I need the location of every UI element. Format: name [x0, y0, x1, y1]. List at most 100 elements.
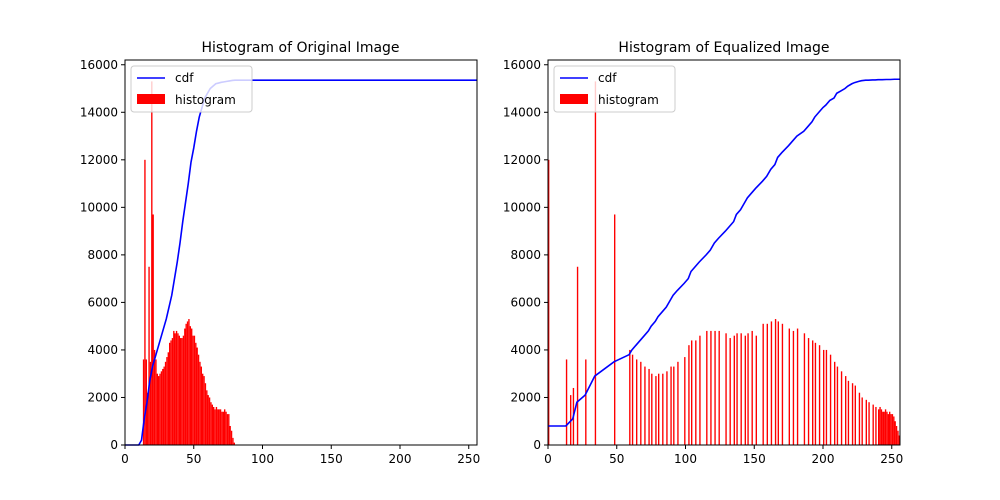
y-tick-label: 6000: [510, 295, 541, 309]
histogram-bar: [631, 354, 634, 445]
histogram-bar: [781, 323, 784, 445]
histogram-bar: [151, 81, 153, 445]
histogram-bar: [153, 349, 156, 445]
legend-histogram-swatch-equalized: [560, 94, 588, 104]
histogram-bar: [197, 354, 200, 445]
histogram-bar: [897, 430, 899, 445]
y-tick-label: 2000: [87, 390, 118, 404]
histogram-bar: [807, 338, 810, 445]
histogram-bar: [651, 373, 653, 445]
histogram-bar: [658, 373, 660, 445]
legend-original: cdf histogram: [130, 65, 253, 113]
chart-title-original: Histogram of Original Image: [201, 40, 399, 56]
y-axis-ticks-original: 0 2000 4000 6000 8000 10000 12000 14000 16000: [80, 58, 125, 452]
histogram-bar: [818, 345, 821, 445]
histogram-bar: [792, 330, 795, 445]
x-tick-label: 100: [251, 452, 274, 466]
histogram-bar: [170, 340, 172, 445]
histogram-bar: [714, 330, 716, 445]
histogram-bar: [177, 333, 179, 445]
histogram-bar: [882, 411, 884, 445]
x-tick-label: 0: [544, 452, 552, 466]
histogram-bar: [648, 368, 650, 445]
histogram-bar: [710, 330, 712, 445]
histogram-bars-original: [142, 81, 235, 445]
histogram-bar: [548, 159, 550, 445]
histogram-bar: [164, 361, 167, 445]
histogram-bar: [195, 342, 197, 445]
legend-equalized: cdf histogram: [553, 65, 676, 113]
histogram-bar: [217, 409, 219, 445]
histogram-bar: [614, 214, 616, 445]
histogram-bar: [214, 409, 216, 445]
histogram-bar: [889, 411, 891, 445]
y-tick-label: 8000: [510, 248, 541, 262]
legend-histogram-label-original: histogram: [175, 93, 236, 107]
histogram-bar: [189, 326, 191, 445]
legend-histogram-label-equalized: histogram: [598, 93, 659, 107]
histogram-bar: [718, 330, 720, 445]
histogram-bar: [879, 406, 881, 445]
histogram-bars-equalized: [548, 81, 900, 445]
histogram-bar: [171, 338, 174, 445]
histogram-bar: [666, 371, 668, 445]
histogram-bar: [585, 359, 587, 445]
histogram-bar: [178, 335, 180, 445]
histogram-bar: [788, 328, 790, 445]
histogram-bar: [226, 414, 229, 445]
y-tick-label: 0: [110, 438, 118, 452]
histogram-bar: [196, 347, 198, 445]
histogram-bar: [868, 402, 870, 445]
histogram-bar: [222, 411, 224, 445]
histogram-bar: [148, 266, 150, 445]
y-tick-label: 4000: [87, 343, 118, 357]
y-tick-label: 14000: [80, 105, 118, 119]
axes-frame-original: [124, 59, 478, 446]
histogram-bar: [207, 395, 209, 445]
y-tick-label: 14000: [503, 105, 541, 119]
histogram-bar: [814, 342, 817, 445]
histogram-bar: [770, 321, 773, 445]
histogram-bar: [152, 214, 154, 445]
histogram-bar: [736, 333, 738, 445]
histogram-bar: [185, 323, 187, 445]
histogram-bar: [884, 409, 887, 445]
x-tick-label: 0: [121, 452, 129, 466]
histogram-bar: [565, 359, 568, 445]
histogram-bar: [854, 385, 856, 445]
x-tick-label: 50: [609, 452, 624, 466]
x-tick-label: 250: [880, 452, 903, 466]
y-axis-ticks-equalized: 0 2000 4000 6000 8000 10000 12000 14000 16000: [503, 58, 548, 452]
histogram-bar: [880, 409, 883, 445]
histogram-bar: [576, 266, 579, 445]
panel-original: Histogram of Original Image 0 50 100 150 200…: [80, 40, 480, 466]
histogram-bar: [211, 404, 213, 445]
y-tick-label: 10000: [503, 200, 541, 214]
histogram-bar: [229, 425, 231, 445]
histogram-bar: [898, 435, 900, 445]
histogram-bar: [213, 406, 215, 445]
x-tick-label: 150: [743, 452, 766, 466]
histogram-bar: [699, 335, 701, 445]
histogram-bar: [158, 376, 160, 445]
histogram-bar: [747, 333, 749, 445]
chart-title-equalized: Histogram of Equalized Image: [618, 40, 829, 56]
histogram-bar: [872, 404, 874, 445]
histogram-bar: [774, 319, 777, 445]
histogram-bar: [232, 437, 234, 445]
histogram-bar: [192, 335, 194, 445]
histogram-bar: [729, 338, 731, 445]
histogram-bar: [733, 335, 735, 445]
histogram-bar: [230, 430, 233, 445]
cdf-line-equalized: [548, 78, 900, 427]
histogram-bar: [875, 406, 877, 445]
x-tick-label: 100: [674, 452, 697, 466]
y-tick-label: 2000: [510, 390, 541, 404]
histogram-bar: [159, 373, 161, 445]
histogram-bar: [186, 321, 189, 445]
histogram-bar: [166, 357, 168, 445]
y-tick-label: 16000: [80, 58, 118, 72]
histogram-bar: [865, 399, 867, 445]
histogram-bar: [890, 414, 892, 445]
